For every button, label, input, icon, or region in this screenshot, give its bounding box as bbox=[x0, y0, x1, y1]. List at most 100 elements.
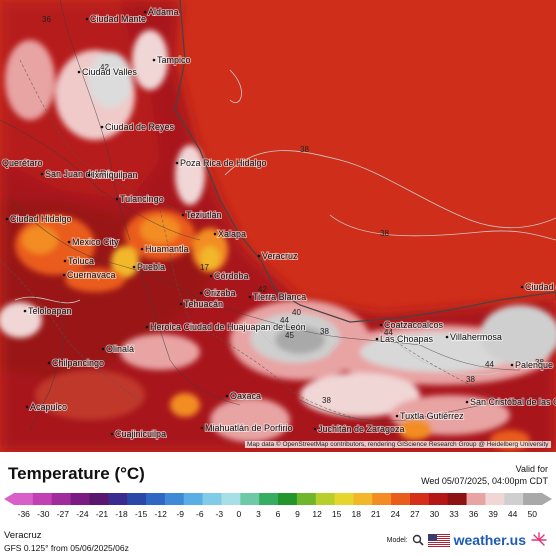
isotherm-lines bbox=[14, 69, 556, 375]
city-label: Cuajinicuilpa bbox=[115, 429, 166, 439]
city-label: Ciudad Hidalgo bbox=[10, 214, 72, 224]
city-label: Orizaba bbox=[204, 288, 236, 298]
brand-block: Model: weather.us bbox=[387, 532, 548, 548]
color-scale-ticks: -36 -30 -27 -24 -21 -18 -15 -12 -9 -6 -3 0 3 6 9 12 15 18… bbox=[0, 509, 556, 521]
us-flag-icon bbox=[427, 533, 450, 547]
scale-tick-label: -3 bbox=[215, 509, 224, 519]
city-label: Ciudad Mante bbox=[90, 14, 146, 24]
city-marker bbox=[87, 173, 91, 177]
scale-swatch bbox=[164, 493, 185, 505]
city-label: Palenque bbox=[515, 360, 553, 370]
scale-tick-label: -27 bbox=[56, 509, 70, 519]
city-label: Puebla bbox=[137, 262, 165, 272]
scale-tick-label: -12 bbox=[154, 509, 167, 519]
city-marker bbox=[257, 254, 261, 258]
city-label: Oaxaca bbox=[230, 391, 261, 401]
city-marker bbox=[445, 335, 449, 339]
city-label: Las Choapas bbox=[380, 334, 434, 344]
city-label: Querétaro bbox=[2, 158, 43, 168]
scale-tick-label: -6 bbox=[195, 509, 204, 519]
temperature-map[interactable]: 36 42 38 38 17 42 40 44 45 38 44 38 38 44 38 Aldama Ciu… bbox=[0, 0, 556, 452]
city-marker bbox=[395, 414, 399, 418]
city-marker bbox=[132, 265, 136, 269]
scale-swatch bbox=[428, 493, 449, 505]
temperature-value-label: 44 bbox=[384, 328, 393, 337]
city-label: Tehuacán bbox=[184, 299, 223, 309]
city-label: Ixmiquilpan bbox=[92, 170, 138, 180]
city-marker bbox=[77, 70, 81, 74]
city-label: Veracruz bbox=[262, 251, 298, 261]
scale-arrow-right bbox=[542, 493, 552, 505]
city-label: Tierra Blanca bbox=[253, 292, 306, 302]
scale-tick-label: 0 bbox=[236, 509, 242, 519]
city-marker bbox=[140, 247, 144, 251]
city-marker bbox=[379, 323, 383, 327]
scale-tick-label: 15 bbox=[331, 509, 342, 519]
temperature-value-label: 38 bbox=[322, 396, 331, 405]
scale-tick-label: -9 bbox=[176, 509, 184, 519]
model-run: GFS 0.125° from 05/06/2025/06z bbox=[4, 543, 129, 553]
temperature-value-label: 17 bbox=[200, 263, 209, 272]
scale-swatch bbox=[504, 493, 524, 505]
scale-tick-label: -36 bbox=[17, 509, 30, 519]
scale-tick-label: 3 bbox=[256, 509, 261, 519]
city-label: Miahuatlán de Porfirio bbox=[205, 423, 293, 433]
temperature-value-label: 36 bbox=[42, 15, 51, 24]
city-label: Tuxtla Gutiérrez bbox=[400, 411, 464, 421]
scale-arrow-left bbox=[4, 493, 14, 505]
scale-swatch bbox=[410, 493, 430, 505]
location-name: Veracruz bbox=[4, 530, 42, 541]
valid-label: Valid for bbox=[515, 464, 548, 474]
scale-swatch bbox=[278, 493, 298, 505]
scale-tick-label: 12 bbox=[312, 509, 322, 519]
scale-tick-label: 9 bbox=[295, 509, 300, 519]
scale-tick-label: -15 bbox=[134, 509, 148, 519]
city-label: Olinalá bbox=[106, 344, 134, 354]
scale-swatch bbox=[146, 493, 166, 505]
magnifier-icon[interactable] bbox=[412, 534, 424, 546]
city-marker bbox=[40, 172, 44, 176]
city-label: Xalapa bbox=[218, 229, 246, 239]
city-marker bbox=[47, 361, 51, 365]
city-marker bbox=[63, 259, 67, 263]
coastline bbox=[174, 0, 556, 323]
city-label: Ciudad del Carmen bbox=[525, 282, 556, 292]
roads bbox=[0, 0, 541, 431]
city-label: San Cristóbal de las Casas bbox=[470, 397, 556, 407]
brand-name[interactable]: weather.us bbox=[453, 532, 526, 548]
scale-tick-label: 21 bbox=[371, 509, 381, 519]
city-marker bbox=[115, 197, 119, 201]
city-marker bbox=[248, 295, 252, 299]
city-label: Córdoba bbox=[214, 271, 249, 281]
scale-tick-label: 36 bbox=[468, 509, 479, 519]
city-label: Ciudad Valles bbox=[82, 67, 137, 77]
temperature-value-label: 38 bbox=[300, 145, 309, 154]
city-marker bbox=[23, 309, 27, 313]
city-marker bbox=[100, 125, 104, 129]
city-marker bbox=[110, 432, 114, 436]
city-marker bbox=[199, 291, 203, 295]
city-marker bbox=[209, 274, 213, 278]
city-label: Chilpancingo bbox=[52, 358, 104, 368]
scale-tick-label: 33 bbox=[449, 509, 459, 519]
city-marker bbox=[25, 405, 29, 409]
city-marker bbox=[143, 10, 147, 14]
city-label: Villahermosa bbox=[450, 332, 502, 342]
scale-swatch bbox=[334, 493, 354, 505]
city-marker bbox=[145, 325, 149, 329]
scale-swatch bbox=[259, 493, 279, 505]
scale-swatch bbox=[51, 493, 72, 505]
city-marker bbox=[313, 427, 317, 431]
temperature-value-label: 38 bbox=[320, 327, 329, 336]
scale-tick-label: 39 bbox=[488, 509, 498, 519]
scale-tick-label: -30 bbox=[37, 509, 50, 519]
city-label: Teloloapan bbox=[28, 306, 72, 316]
city-marker bbox=[85, 17, 89, 21]
scale-swatch bbox=[315, 493, 336, 505]
city-label: Juchitán de Zaragoza bbox=[318, 424, 405, 434]
city-label: Acapulco bbox=[30, 402, 67, 412]
scale-swatch bbox=[391, 493, 411, 505]
